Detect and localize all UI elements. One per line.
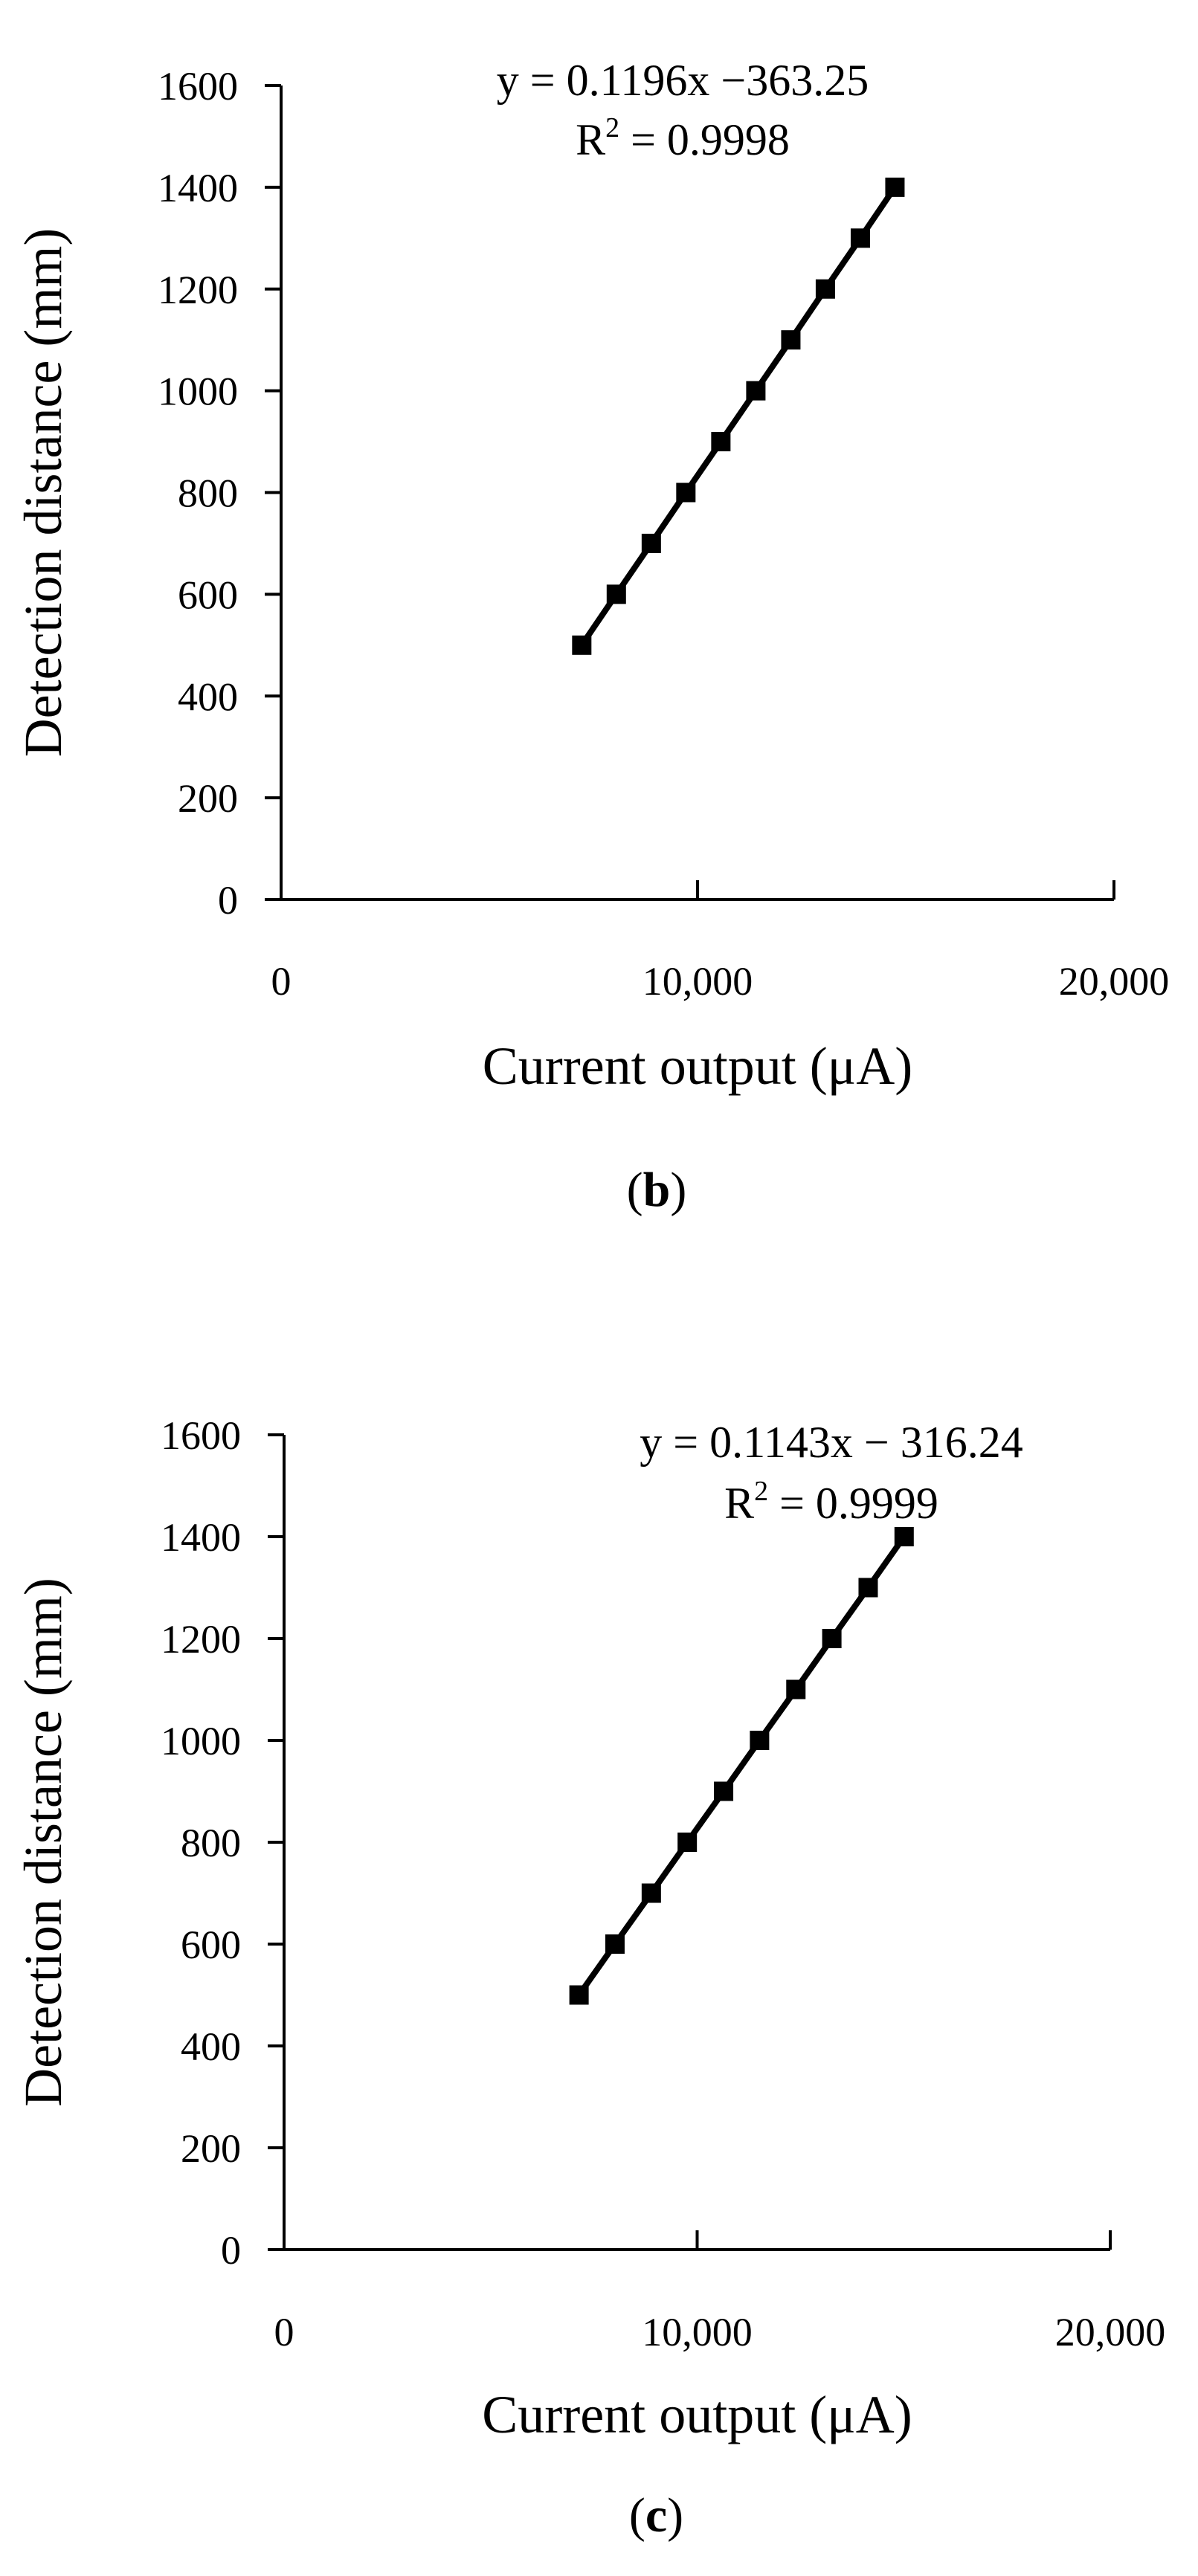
y-axis-title: Detection distance (mm) bbox=[13, 1578, 73, 2107]
trendline-equation: y = 0.1196x −363.25 bbox=[497, 56, 869, 105]
y-tick-label: 400 bbox=[181, 2024, 241, 2069]
x-tick-label: 20,000 bbox=[1055, 2310, 1166, 2354]
data-point-marker bbox=[815, 279, 835, 299]
y-tick-label: 200 bbox=[178, 776, 238, 821]
y-tick-label: 400 bbox=[178, 674, 238, 719]
panel-label-letter: b bbox=[643, 1163, 671, 1217]
panel-label-letter: c bbox=[645, 2488, 667, 2543]
data-point-marker bbox=[850, 228, 870, 248]
y-tick-label: 1400 bbox=[161, 1515, 241, 1560]
x-tick-label: 0 bbox=[274, 2310, 294, 2354]
y-tick-label: 1200 bbox=[158, 268, 238, 312]
y-tick-label: 1000 bbox=[158, 369, 238, 414]
data-point-marker bbox=[822, 1629, 842, 1648]
x-axis-title: Current output (μA) bbox=[483, 1036, 913, 1096]
r-squared-value: = 0.9998 bbox=[619, 115, 790, 164]
data-point-marker bbox=[894, 1527, 914, 1546]
y-tick-label: 1000 bbox=[161, 1719, 241, 1763]
panel-label-open: ( bbox=[627, 1163, 643, 1217]
data-point-marker bbox=[605, 1934, 625, 1954]
x-tick-label: 10,000 bbox=[642, 2310, 753, 2354]
series-line bbox=[576, 1534, 907, 1997]
data-point-marker bbox=[711, 432, 731, 452]
y-tick-label: 600 bbox=[178, 572, 238, 617]
data-point-marker bbox=[606, 584, 626, 604]
panel-label-close: ) bbox=[670, 1163, 686, 1217]
r-squared-prefix: R bbox=[576, 115, 605, 164]
data-point-marker bbox=[641, 533, 661, 553]
y-tick-label: 0 bbox=[221, 2228, 241, 2273]
x-tick-label: 0 bbox=[271, 959, 292, 1004]
r-squared-label: R2 = 0.9998 bbox=[576, 112, 790, 164]
data-point-marker bbox=[677, 1833, 698, 1852]
panel-label-close: ) bbox=[667, 2488, 683, 2543]
data-point-marker bbox=[572, 635, 592, 655]
y-axis-title: Detection distance (mm) bbox=[13, 228, 73, 758]
y-tick-label: 800 bbox=[178, 471, 238, 516]
y-tick-label: 1600 bbox=[158, 64, 238, 109]
data-point-marker bbox=[714, 1781, 734, 1801]
r-squared-superscript: 2 bbox=[605, 112, 619, 143]
x-axis-title: Current output (μA) bbox=[482, 2385, 912, 2444]
data-point-marker bbox=[746, 381, 766, 401]
y-tick-label: 1200 bbox=[161, 1617, 241, 1662]
y-tick-label: 200 bbox=[181, 2126, 241, 2171]
y-tick-label: 800 bbox=[181, 1821, 241, 1865]
y-tick-label: 1400 bbox=[158, 166, 238, 210]
data-point-marker bbox=[676, 482, 696, 503]
data-point-marker bbox=[781, 330, 801, 350]
data-point-marker bbox=[569, 1985, 589, 2005]
x-tick-label: 20,000 bbox=[1059, 959, 1170, 1004]
trendline-equation: y = 0.1143x − 316.24 bbox=[640, 1418, 1023, 1467]
data-point-marker bbox=[641, 1883, 661, 1903]
r-squared-label: R2 = 0.9999 bbox=[724, 1476, 938, 1528]
data-point-marker bbox=[885, 177, 905, 197]
y-tick-label: 0 bbox=[218, 878, 238, 923]
data-point-marker bbox=[750, 1731, 770, 1750]
series-line bbox=[579, 185, 898, 648]
y-tick-label: 1600 bbox=[161, 1413, 241, 1458]
data-point-marker bbox=[786, 1679, 806, 1699]
panel-label-open: ( bbox=[629, 2488, 645, 2543]
r-squared-value: = 0.9999 bbox=[768, 1479, 938, 1528]
panel-label: (c) bbox=[629, 2488, 683, 2543]
r-squared-superscript: 2 bbox=[754, 1476, 768, 1507]
y-tick-label: 600 bbox=[181, 1923, 241, 1967]
chart-panel-c: 0 200 400 600 800 1000 1200 1400 1600 0 10,000 20,0… bbox=[13, 1413, 1165, 2543]
x-tick-label: 10,000 bbox=[643, 959, 753, 1004]
data-point-marker bbox=[858, 1578, 878, 1598]
chart-panel-b: 0 200 400 600 800 1000 1200 1400 1600 0 10,000 20,0… bbox=[13, 56, 1169, 1217]
panel-label: (b) bbox=[627, 1163, 687, 1217]
r-squared-prefix: R bbox=[724, 1479, 754, 1528]
